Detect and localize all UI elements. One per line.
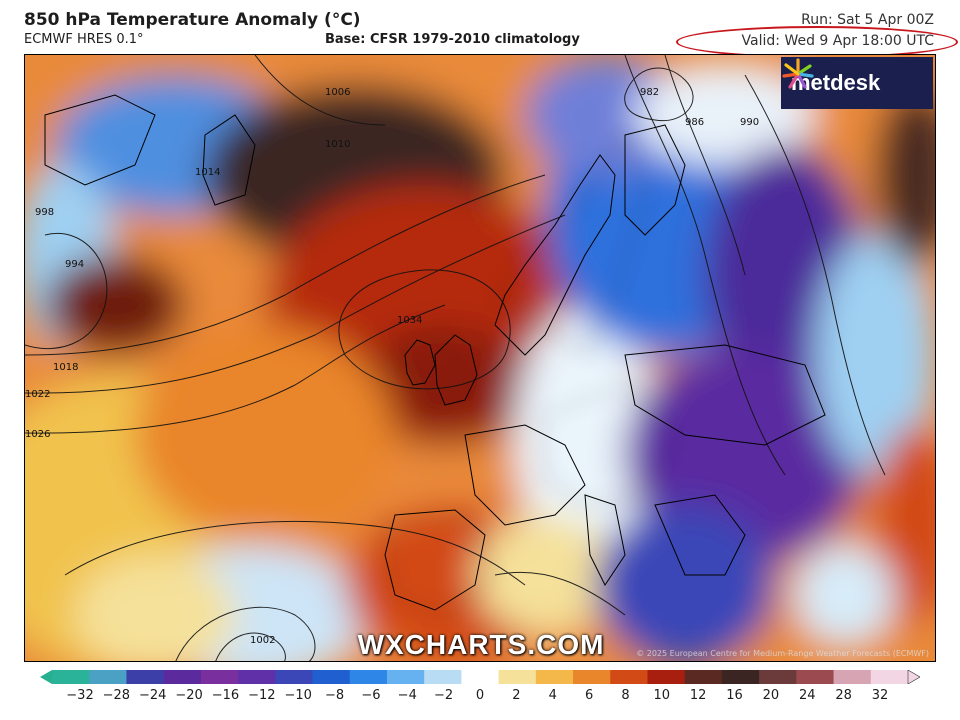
colorbar-tick-label: −4 [397, 688, 417, 703]
metdesk-logo: metdesk [781, 57, 933, 109]
colorbar-tick-label: −32 [66, 688, 94, 703]
colorbar-segment [238, 670, 276, 684]
colorbar-tick-label: 12 [689, 688, 707, 703]
chart-title: 850 hPa Temperature Anomaly (°C) [24, 10, 361, 30]
run-time: Run: Sat 5 Apr 00Z [801, 12, 934, 28]
colorbar-tick-label: −28 [102, 688, 131, 703]
colorbar-tick-label: 20 [762, 688, 780, 703]
colorbar-tick-label: 24 [798, 688, 816, 703]
colorbar-tick-label: −16 [211, 688, 240, 703]
colorbar-segment [535, 670, 574, 684]
isobar-label: 990 [740, 117, 759, 128]
colorbar-segment [349, 670, 388, 684]
colorbar-segment [312, 670, 351, 684]
colorbar-tick-label: −24 [139, 688, 167, 703]
colorbar-segment [759, 670, 797, 684]
colorbar-segment [498, 670, 537, 684]
isobar-label: 1026 [25, 429, 50, 440]
isobar-label: 1014 [195, 167, 220, 178]
colorbar-tick-label: 16 [726, 688, 743, 703]
colorbar-segment [200, 670, 239, 684]
colorbar-segment [461, 670, 500, 684]
map-canvas: 1006 1010 1014 1018 1022 1026 994 998 10… [25, 55, 935, 661]
colorbar-tick-label: 32 [871, 688, 889, 703]
colorbar-segment [275, 670, 314, 684]
isobar-label: 1034 [397, 315, 422, 326]
colorbar-segment [796, 670, 835, 684]
isobar-label: 982 [640, 87, 659, 98]
climatology-base: Base: CFSR 1979-2010 climatology [325, 32, 580, 47]
colorbar-segment [721, 670, 760, 684]
colorbar-tick-label: 0 [475, 688, 485, 703]
colorbar-tick-label: −12 [248, 688, 276, 703]
colorbar-segment [386, 670, 425, 684]
colorbar-tick-label: 4 [548, 688, 557, 703]
colorbar-tick-label: 2 [512, 688, 521, 703]
isobar-label: 1018 [53, 362, 78, 373]
colorbar-tick-label: −6 [361, 688, 381, 703]
wxcharts-watermark: WXCHARTS.COM [357, 629, 605, 660]
colorbar-segment [52, 670, 90, 684]
colorbar-segment [610, 670, 649, 684]
isobar-labels: 1006 1010 1014 1018 1022 1026 994 998 10… [25, 87, 759, 646]
colorbar-segment [163, 670, 202, 684]
isobar-label: 994 [65, 259, 84, 270]
colorbar-segment [126, 670, 165, 684]
isobar-label: 1022 [25, 389, 50, 400]
colorbar-segment [870, 670, 909, 684]
colorbar-segment [573, 670, 611, 684]
colorbar-segment [833, 670, 872, 684]
isobar-label: 986 [685, 117, 704, 128]
anomaly-map[interactable]: 1006 1010 1014 1018 1022 1026 994 998 10… [24, 54, 936, 662]
ecmwf-credit: © 2025 European Centre for Medium-Range … [636, 649, 929, 658]
colorbar-segment [647, 670, 686, 684]
metdesk-burst-icon [782, 58, 814, 89]
colorbar-tick-label: 6 [584, 688, 594, 703]
colorbar-tick-label: −8 [324, 688, 345, 703]
isobar-label: 1010 [325, 139, 350, 150]
colorbar-tick-label: −20 [175, 688, 203, 703]
isobar-label: 998 [35, 207, 54, 218]
colorbar-segment [424, 670, 462, 684]
model-name: ECMWF HRES 0.1° [24, 32, 144, 47]
colorbar-tick-label: 10 [653, 688, 671, 703]
colorbar [40, 670, 920, 684]
colorbar-tick-label: −10 [284, 688, 312, 703]
colorbar-tick-label: 8 [621, 688, 630, 703]
colorbar-tick-label: 28 [835, 688, 852, 703]
colorbar-segment [89, 670, 128, 684]
colorbar-tick-labels: −32 −28 −24 −20 −16 −12 −10 −8 −6 −4 −2 0 2 4 6 8 10 12 16… [0, 688, 960, 708]
colorbar-tick-label: −2 [434, 688, 454, 703]
isobar-label: 1002 [250, 635, 275, 646]
colorbar-segment [684, 670, 723, 684]
isobar-label: 1006 [325, 87, 350, 98]
